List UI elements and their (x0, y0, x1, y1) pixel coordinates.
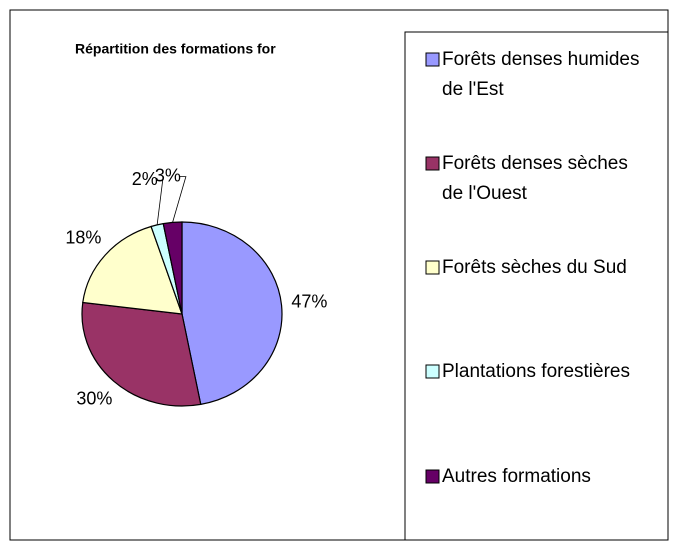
data-label: 2% (132, 169, 158, 189)
legend-line: de l'Ouest (442, 183, 528, 204)
pie-slice (181, 221, 283, 406)
legend-swatch (425, 364, 440, 379)
legend-label: Forêts denses humides de l'Est (442, 49, 640, 100)
pie-slice (81, 301, 202, 407)
legend-line: Plantations forestières (442, 361, 630, 382)
legend-label: Forêts sèches du Sud (442, 257, 627, 278)
data-label: 30% (76, 389, 112, 409)
legend-label: Autres formations (442, 466, 591, 487)
pie-slice (82, 225, 183, 315)
legend-line: de l'Est (442, 79, 504, 100)
legend-swatch (425, 260, 440, 275)
legend-label: Plantations forestières (442, 361, 630, 382)
legend-label: Forêts denses sèches de l'Ouest (442, 153, 628, 204)
leader-line (172, 176, 187, 223)
legend-swatch (425, 469, 440, 484)
legend-line: Forêts sèches du Sud (442, 257, 627, 278)
legend-line: Autres formations (442, 466, 591, 487)
legend-line: Forêts denses humides (442, 49, 640, 70)
legend-box (404, 31, 669, 541)
data-label: 47% (291, 292, 327, 312)
legend-swatch (425, 156, 440, 171)
data-label: 3% (155, 165, 181, 185)
pie-slice (162, 221, 183, 315)
data-label: 18% (65, 228, 101, 248)
legend-swatch (425, 52, 440, 67)
legend-line: Forêts denses sèches (442, 153, 628, 174)
chart-title: Répartition des formations for (75, 41, 276, 57)
leader-line (156, 179, 164, 225)
